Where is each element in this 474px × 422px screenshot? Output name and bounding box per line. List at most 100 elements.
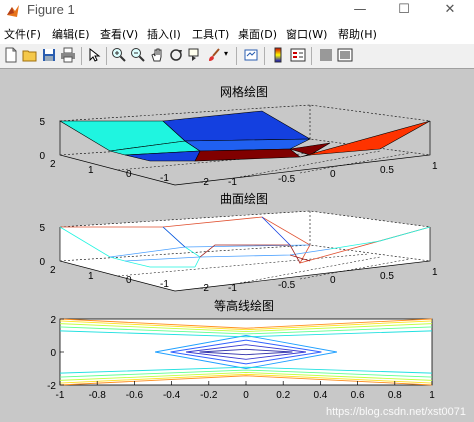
axes-mesh[interactable]: 曲面绘图 5 0 2 1 0 -1 -2 -1 xyxy=(39,191,438,294)
z-tick-label: 5 xyxy=(39,223,45,234)
y-tick-label: 0 xyxy=(50,348,56,359)
brush-dropdown-icon[interactable]: ▾ xyxy=(224,49,229,58)
y-tick-label: 2 xyxy=(50,315,56,326)
axes-title: 曲面绘图 xyxy=(220,191,268,206)
mesh-line xyxy=(162,216,291,248)
axes-background xyxy=(60,211,430,291)
x-tick-label: -0.2 xyxy=(200,390,218,401)
brush-icon[interactable] xyxy=(206,47,222,63)
legend-icon[interactable] xyxy=(290,47,306,63)
title-bar[interactable]: Figure 1 — ☐ ✕ xyxy=(0,0,474,22)
x-tick-label: 0.5 xyxy=(380,271,394,282)
x-tick-label: -1 xyxy=(228,283,237,294)
minimize-button[interactable]: — xyxy=(353,2,367,17)
x-tick-label: 0.2 xyxy=(276,390,290,401)
y-tick-label: -2 xyxy=(200,177,209,188)
menu-edit[interactable]: 编辑(E) xyxy=(52,28,90,41)
x-tick-label: 0.4 xyxy=(313,390,327,401)
y-tick-label: -2 xyxy=(47,381,56,392)
close-button[interactable]: ✕ xyxy=(444,2,456,17)
x-tick-label: 1 xyxy=(429,390,435,401)
menu-tools[interactable]: 工具(T) xyxy=(192,28,230,41)
menu-window[interactable]: 窗口(W) xyxy=(286,28,328,41)
watermark: https://blog.csdn.net/xst0071 xyxy=(326,406,466,418)
axes-box xyxy=(59,121,431,186)
x-tick-label: 0.5 xyxy=(380,165,394,176)
matlab-icon xyxy=(7,5,19,17)
print-icon[interactable] xyxy=(60,47,76,63)
axes-title: 等高线绘图 xyxy=(214,298,274,313)
contour-ticks: -1 -0.8 -0.6 -0.4 -0.2 0 0.2 0.4 0.6 0.8 1 -2 0 2 xyxy=(47,315,435,401)
y-tick-label: 0 xyxy=(126,275,132,286)
edit-plot-icon[interactable] xyxy=(86,47,102,63)
hide-plot-tools-icon[interactable] xyxy=(318,47,334,63)
y-tick-label: -1 xyxy=(160,279,169,290)
menu-help[interactable]: 帮助(H) xyxy=(338,28,377,41)
figure-svg: 网格绘图 5 0 2 1 xyxy=(39,84,466,418)
maximize-button[interactable]: ☐ xyxy=(398,2,410,17)
x-tick-label: 0 xyxy=(243,390,249,401)
contour-line xyxy=(170,339,322,365)
z-tick-label: 0 xyxy=(39,257,45,268)
menu-view[interactable]: 查看(V) xyxy=(100,28,139,41)
mesh-line xyxy=(60,216,431,264)
x-tick-label: 1 xyxy=(432,267,438,278)
x-tick-label: 0.8 xyxy=(388,390,402,401)
axes-grid-line xyxy=(117,253,411,284)
axes-surface[interactable]: 网格绘图 5 0 2 1 xyxy=(39,84,438,188)
x-tick-label: 1 xyxy=(432,161,438,172)
contour-line xyxy=(59,318,433,386)
axes-contour[interactable]: 等高线绘图 -1 -0.8 -0.6 -0.4 -0.2 0 0.2 0.4 0.6 0.8 1 -2… xyxy=(47,298,435,401)
open-file-icon[interactable] xyxy=(22,47,38,63)
contour-line xyxy=(199,348,293,356)
data-cursor-icon[interactable] xyxy=(187,47,203,63)
z-tick-label: 5 xyxy=(39,117,45,128)
y-tick-label: -1 xyxy=(160,173,169,184)
contour-lines xyxy=(59,318,433,386)
toolbar-separator xyxy=(106,47,107,65)
surface-patch xyxy=(124,150,201,162)
link-plot-icon[interactable] xyxy=(243,47,259,63)
x-tick-label: 0 xyxy=(330,169,336,180)
zoom-in-icon[interactable] xyxy=(111,47,127,63)
colorbar-icon[interactable] xyxy=(271,47,287,63)
surface-patch xyxy=(162,110,312,142)
y-tick-label: -2 xyxy=(200,283,209,294)
x-tick-label: -1 xyxy=(56,390,65,401)
y-tick-label: 1 xyxy=(88,165,94,176)
toolbar-separator xyxy=(81,47,82,65)
contour-line xyxy=(59,323,433,381)
show-plot-tools-icon[interactable] xyxy=(337,47,353,63)
z-tick-label: 0 xyxy=(39,151,45,162)
toolbar-separator xyxy=(264,47,265,65)
menu-desktop[interactable]: 桌面(D) xyxy=(238,28,278,41)
new-figure-icon[interactable] xyxy=(3,47,19,63)
rotate-3d-icon[interactable] xyxy=(168,47,184,63)
pan-icon[interactable] xyxy=(149,47,165,63)
contour-line xyxy=(155,335,337,369)
x-tick-label: 0.6 xyxy=(351,390,365,401)
menu-file[interactable]: 文件(F) xyxy=(4,28,41,41)
x-tick-label: -0.6 xyxy=(126,390,144,401)
axes-title: 网格绘图 xyxy=(220,84,268,99)
y-tick-label: 2 xyxy=(50,265,56,276)
y-tick-label: 2 xyxy=(50,159,56,170)
contour-line xyxy=(59,326,433,378)
mesh-line xyxy=(199,244,311,264)
window-title: Figure 1 xyxy=(27,2,75,17)
menu-insert[interactable]: 插入(I) xyxy=(147,28,181,41)
x-tick-label: -1 xyxy=(228,177,237,188)
y-tick-label: 0 xyxy=(126,169,132,180)
contour-line xyxy=(185,344,307,360)
surface-patch xyxy=(299,120,431,158)
save-icon[interactable] xyxy=(41,47,57,63)
toolbar-separator xyxy=(311,47,312,65)
axes-box xyxy=(59,227,431,292)
contour-line xyxy=(59,330,433,374)
y-tick-label: 1 xyxy=(88,271,94,282)
x-tick-label: -0.4 xyxy=(163,390,181,401)
zoom-out-icon[interactable] xyxy=(130,47,146,63)
surface-patch xyxy=(194,148,301,162)
contour-line xyxy=(59,320,433,384)
